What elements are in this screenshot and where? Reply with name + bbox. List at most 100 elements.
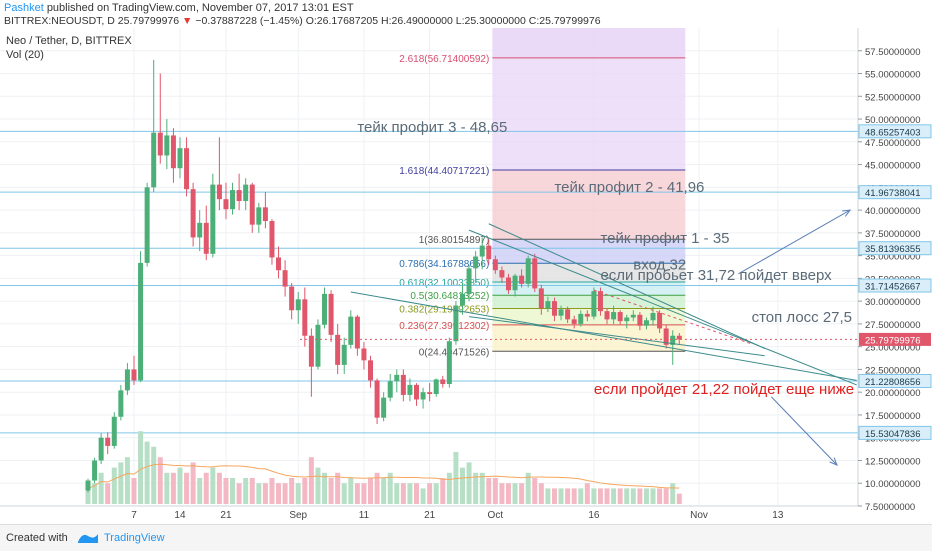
candle[interactable] [223,199,229,210]
candle[interactable] [308,335,314,367]
candle[interactable] [236,190,242,201]
candle[interactable] [459,293,465,306]
candle[interactable] [519,275,525,284]
trend-line[interactable] [350,291,857,381]
candle[interactable] [177,148,183,169]
candle[interactable] [407,384,413,395]
candle[interactable] [466,268,472,294]
chart-area[interactable]: 2.618(56.71400592) 1.618(44.40717221) 1(36… [0,28,932,522]
candle[interactable] [381,397,387,418]
candle[interactable] [394,374,400,382]
candle[interactable] [144,187,150,263]
tradingview-brand[interactable]: TradingView [104,532,165,544]
candle[interactable] [545,301,551,309]
candle[interactable] [354,316,360,349]
candle[interactable] [551,301,557,316]
candle[interactable] [387,381,393,398]
candle[interactable] [184,148,190,190]
candle[interactable] [85,480,91,491]
candle[interactable] [578,313,584,324]
candle[interactable] [643,320,649,326]
candle[interactable] [453,305,459,342]
candle[interactable] [170,135,176,169]
candle[interactable] [361,348,367,361]
candle[interactable] [637,314,643,326]
candle[interactable] [663,328,669,345]
candle[interactable] [262,207,268,222]
candle[interactable] [650,312,656,321]
candle[interactable] [532,258,538,289]
candle[interactable] [440,379,446,384]
candle[interactable] [164,135,170,156]
candle[interactable] [525,258,531,284]
candle[interactable] [433,379,439,395]
candle[interactable] [676,335,682,340]
arrow-line[interactable] [770,396,838,466]
publisher-link[interactable]: Pashket [4,2,44,14]
price-chart[interactable]: 2.618(56.71400592) 1.618(44.40717221) 1(36… [0,28,932,522]
candle[interactable] [230,190,236,210]
candle[interactable] [289,286,295,311]
candle[interactable] [446,341,452,384]
candle[interactable] [473,256,479,269]
candle[interactable] [348,316,354,345]
candle[interactable] [124,369,130,391]
candle[interactable] [216,184,222,200]
candle[interactable] [617,312,623,322]
candle[interactable] [157,132,163,156]
candle[interactable] [565,309,571,320]
candle[interactable] [151,132,157,188]
arrow-line[interactable] [738,209,851,275]
candle[interactable] [295,299,301,311]
candle[interactable] [630,314,636,318]
candle[interactable] [256,207,262,225]
candle[interactable] [591,291,597,317]
candle[interactable] [315,324,321,367]
candle[interactable] [98,437,104,461]
candle[interactable] [131,369,137,381]
candle[interactable] [604,311,610,320]
candle[interactable] [558,309,564,316]
candle[interactable] [492,259,498,271]
candle[interactable] [269,221,275,258]
candle[interactable] [328,293,334,335]
candle[interactable] [414,384,419,400]
candle[interactable] [322,293,328,325]
candle[interactable] [512,275,518,291]
candle[interactable] [400,374,406,395]
trend-line[interactable] [488,223,765,349]
trend-line[interactable] [468,229,857,386]
candle[interactable] [243,184,249,201]
candle[interactable] [111,416,117,446]
candle[interactable] [190,189,196,238]
candle[interactable] [597,291,603,312]
candle[interactable] [197,222,203,238]
candle[interactable] [427,392,433,395]
candle[interactable] [499,270,505,278]
trend-line[interactable] [468,316,765,357]
candle[interactable] [105,437,111,446]
candle[interactable] [203,222,209,254]
candle[interactable] [584,313,590,317]
candle[interactable] [282,270,288,287]
candle[interactable] [341,344,347,365]
candle[interactable] [479,245,485,257]
candle[interactable] [335,334,341,365]
candle[interactable] [368,360,374,381]
candle[interactable] [505,277,511,291]
candle[interactable] [624,317,630,322]
candle[interactable] [420,392,426,400]
candle[interactable] [486,245,492,260]
candle[interactable] [302,299,308,336]
candle[interactable] [138,262,144,381]
candle[interactable] [571,319,577,324]
candle[interactable] [657,312,663,329]
candle[interactable] [118,390,124,417]
candle[interactable] [538,288,544,309]
candle[interactable] [92,460,98,481]
candle[interactable] [670,335,676,345]
candle[interactable] [611,312,617,320]
candle[interactable] [374,380,380,418]
candle[interactable] [276,257,282,271]
candle[interactable] [249,184,255,225]
